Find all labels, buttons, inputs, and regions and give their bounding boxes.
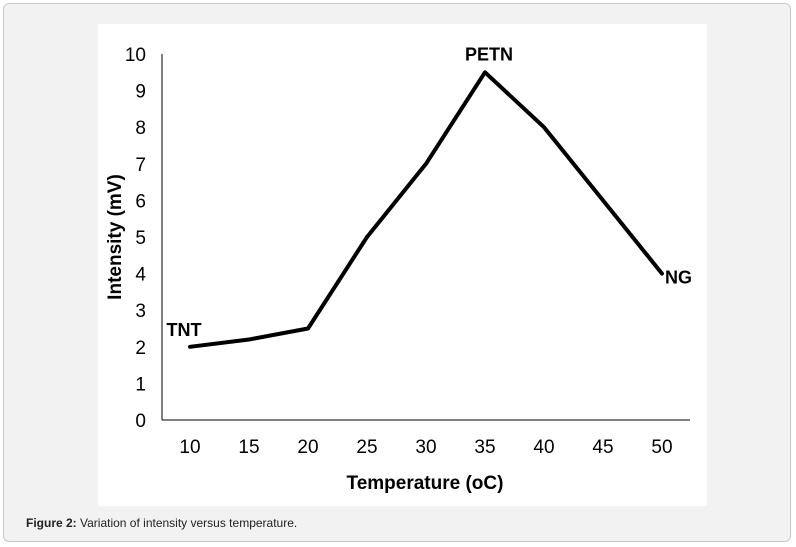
x-tick-label: 45 — [592, 437, 613, 458]
y-tick-label: 5 — [135, 228, 146, 249]
caption-label: Figure 2: — [26, 516, 77, 530]
y-tick-label: 0 — [135, 411, 146, 432]
y-axis-title: Intensity (mV) — [105, 174, 126, 300]
x-tick-label: 15 — [238, 437, 259, 458]
annotation-ng: NG — [665, 268, 692, 288]
x-tick-label: 35 — [474, 437, 495, 458]
annotation-tnt: TNT — [167, 320, 202, 340]
y-tick-label: 4 — [135, 265, 146, 286]
x-tick-label: 40 — [533, 437, 554, 458]
x-tick-label: 30 — [415, 437, 436, 458]
annotation-petn: PETN — [465, 44, 513, 64]
x-axis-title: Temperature (oC) — [347, 473, 504, 494]
figure-caption: Figure 2: Variation of intensity versus … — [26, 516, 297, 530]
y-tick-label: 3 — [135, 301, 146, 322]
y-tick-label: 6 — [135, 191, 146, 212]
x-tick-label: 20 — [297, 437, 318, 458]
y-tick-label: 7 — [135, 155, 146, 176]
y-tick-label: 10 — [125, 45, 146, 66]
x-tick-label: 50 — [651, 437, 672, 458]
y-tick-label: 9 — [135, 82, 146, 103]
caption-text: Variation of intensity versus temperatur… — [76, 516, 298, 530]
y-tick-label: 1 — [135, 374, 146, 395]
x-tick-label: 25 — [356, 437, 377, 458]
x-tick-label: 10 — [179, 437, 200, 458]
y-tick-label: 8 — [135, 118, 146, 139]
chart-panel — [98, 24, 707, 506]
y-tick-label: 2 — [135, 338, 146, 359]
series-line — [188, 70, 664, 349]
